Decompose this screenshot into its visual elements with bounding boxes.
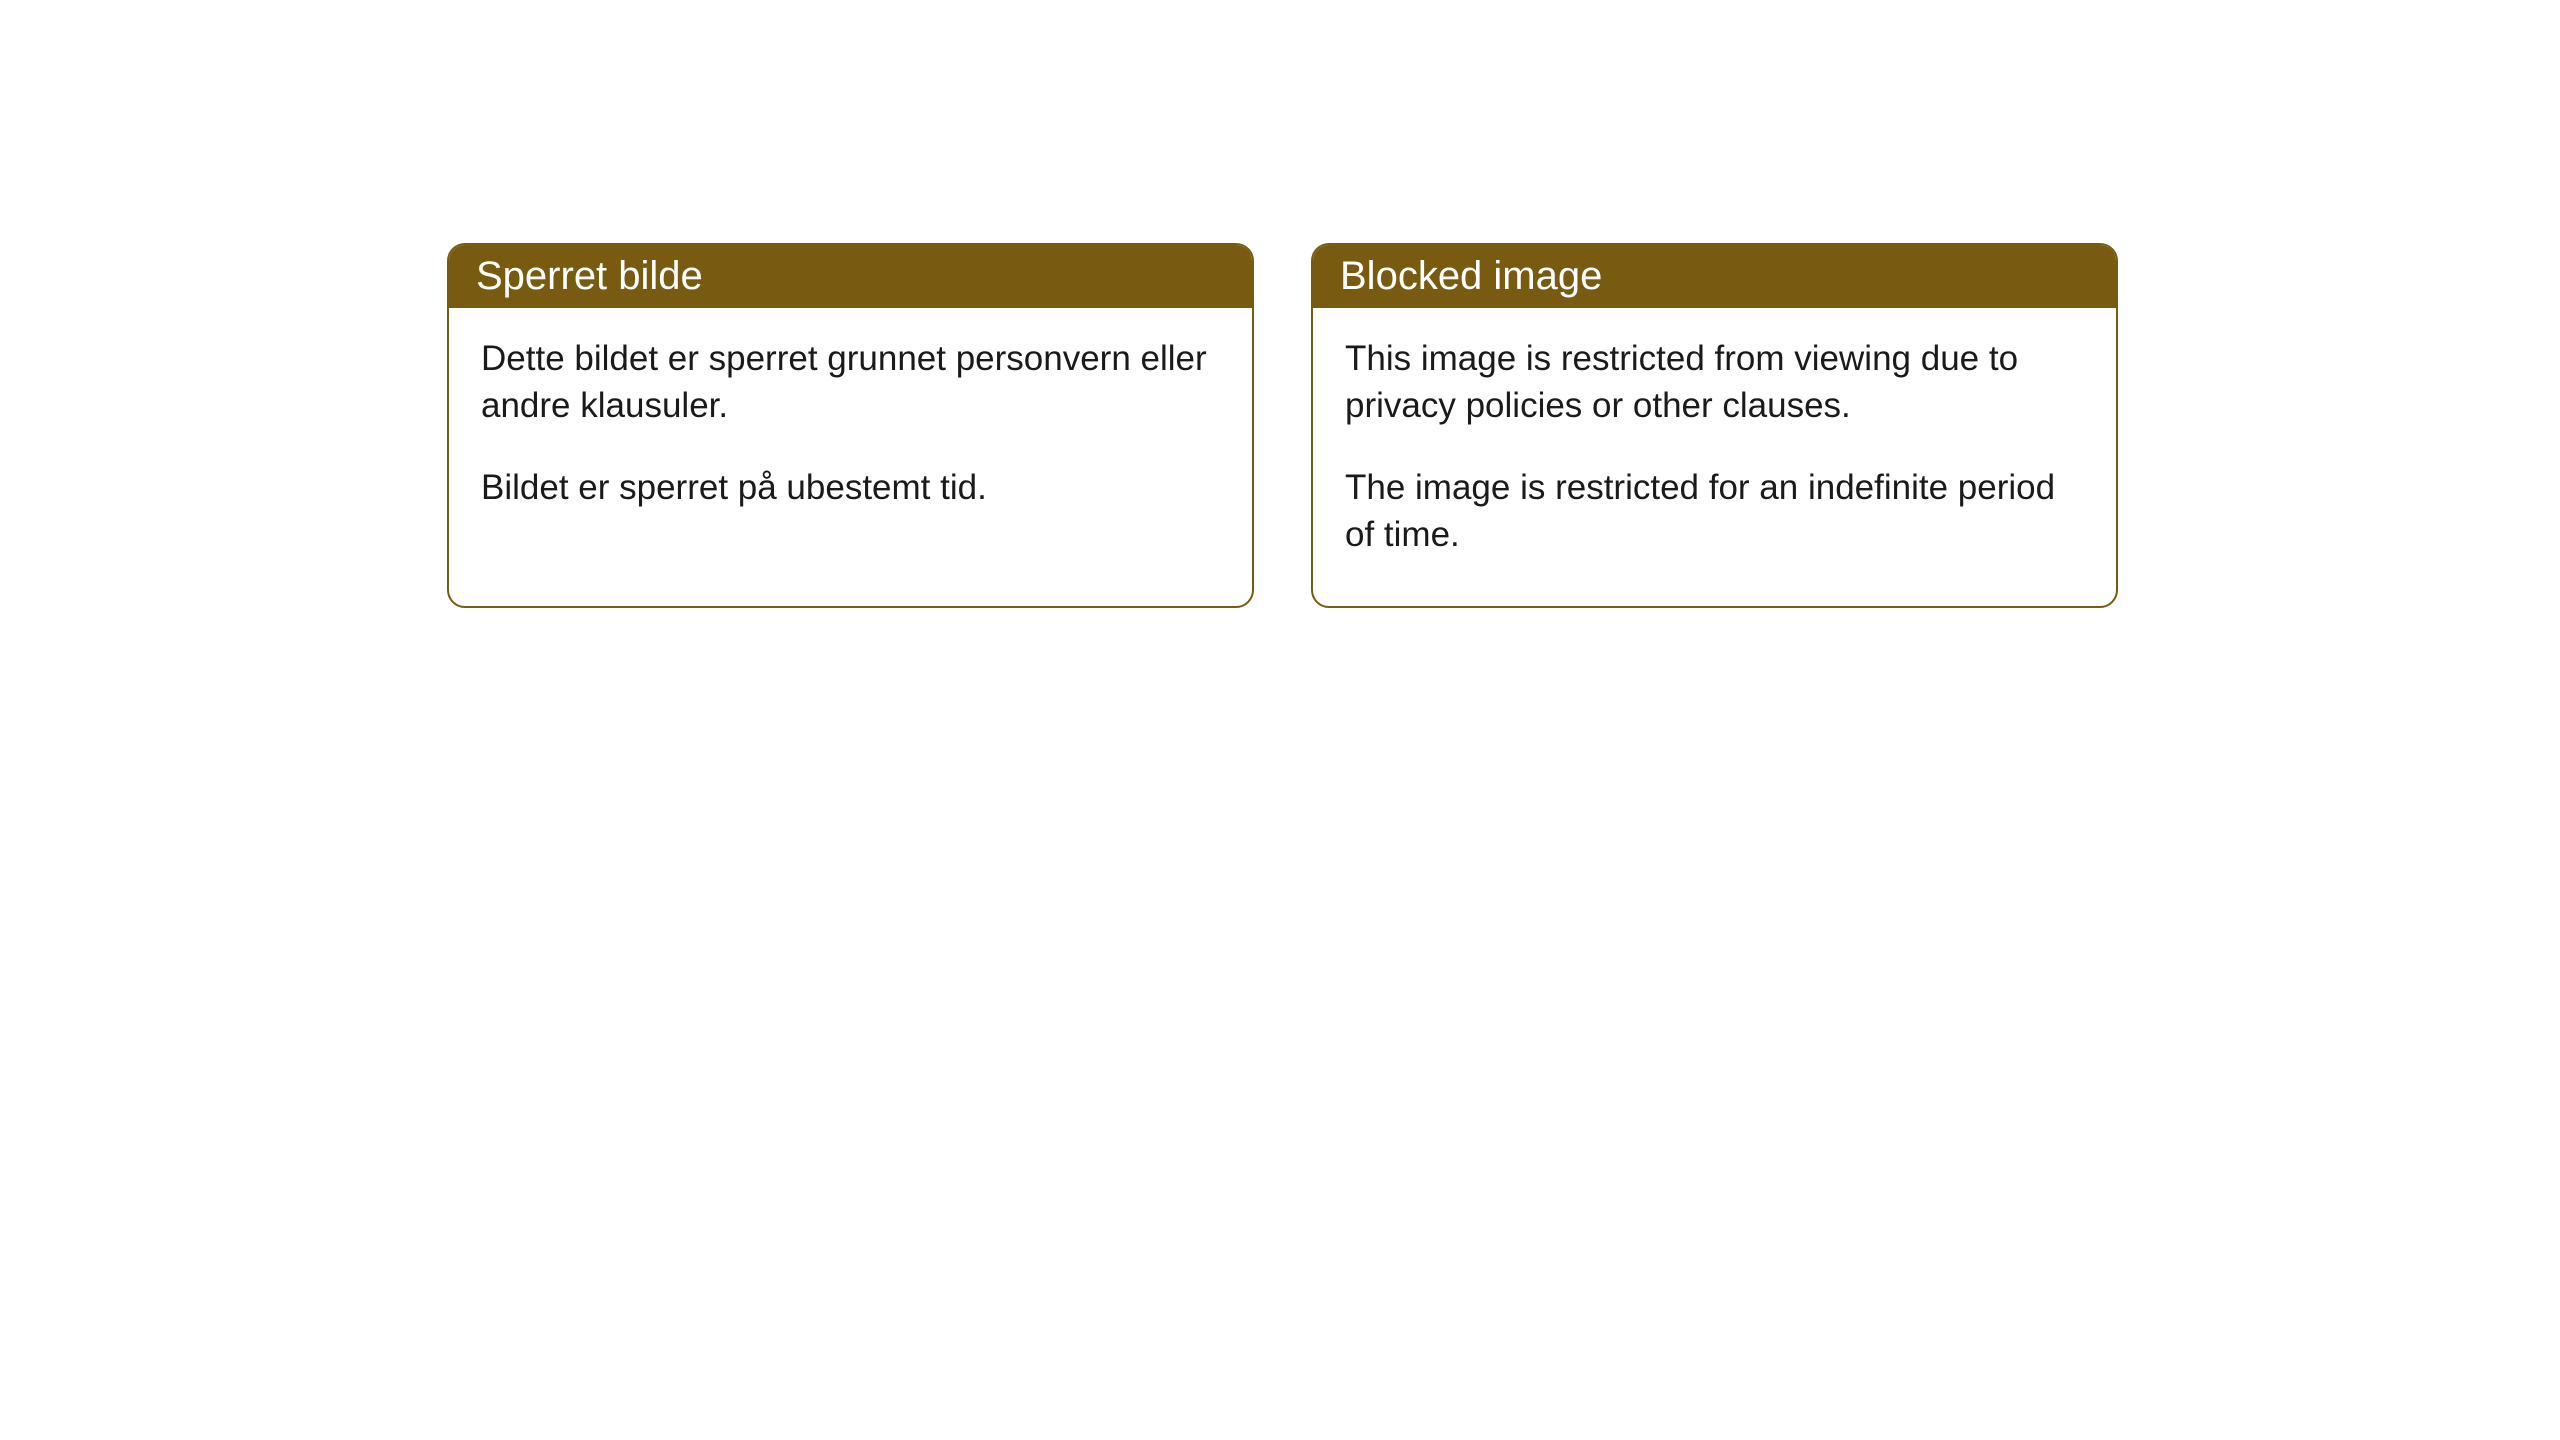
card-body-no: Dette bildet er sperret grunnet personve… [449, 308, 1252, 559]
cards-container: Sperret bilde Dette bildet er sperret gr… [0, 0, 2560, 608]
blocked-image-card-en: Blocked image This image is restricted f… [1311, 243, 2118, 608]
card-text-en-1: This image is restricted from viewing du… [1345, 335, 2084, 430]
card-text-en-2: The image is restricted for an indefinit… [1345, 464, 2084, 559]
card-title-no: Sperret bilde [476, 254, 703, 298]
card-text-no-2: Bildet er sperret på ubestemt tid. [481, 464, 1220, 511]
card-text-no-1: Dette bildet er sperret grunnet personve… [481, 335, 1220, 430]
blocked-image-card-no: Sperret bilde Dette bildet er sperret gr… [447, 243, 1254, 608]
card-header-en: Blocked image [1313, 245, 2116, 308]
card-title-en: Blocked image [1340, 254, 1602, 298]
card-body-en: This image is restricted from viewing du… [1313, 308, 2116, 606]
card-header-no: Sperret bilde [449, 245, 1252, 308]
